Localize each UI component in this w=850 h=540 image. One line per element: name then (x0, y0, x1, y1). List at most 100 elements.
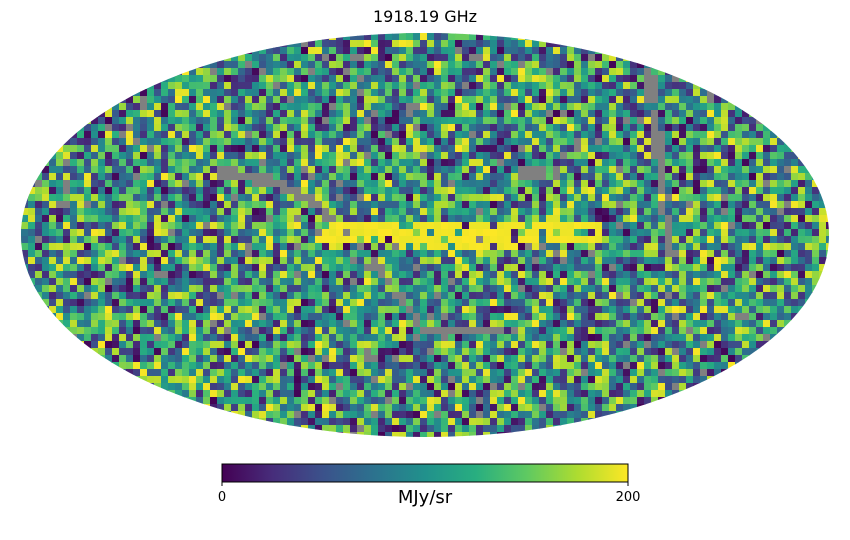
map-pixel (294, 215, 302, 223)
map-pixel (280, 47, 288, 55)
map-pixel (301, 264, 309, 272)
map-pixel (532, 264, 540, 272)
map-pixel (504, 138, 512, 146)
map-pixel (574, 187, 582, 195)
map-pixel (588, 75, 596, 83)
map-pixel (539, 257, 547, 265)
map-pixel (49, 320, 57, 328)
map-pixel (182, 152, 190, 160)
map-pixel (287, 320, 295, 328)
map-pixel (357, 138, 365, 146)
map-pixel (588, 208, 596, 216)
map-pixel (609, 292, 617, 300)
map-pixel (490, 201, 498, 209)
map-pixel (287, 201, 295, 209)
map-pixel (819, 208, 827, 216)
map-pixel (448, 362, 456, 370)
map-pixel (266, 222, 274, 230)
map-pixel (364, 138, 372, 146)
map-pixel (357, 208, 365, 216)
map-pixel (350, 355, 358, 363)
map-pixel (91, 250, 99, 258)
map-pixel (182, 243, 190, 251)
map-pixel (504, 313, 512, 321)
map-pixel (616, 131, 624, 139)
map-pixel (539, 138, 547, 146)
map-pixel (161, 278, 169, 286)
map-pixel (567, 180, 575, 188)
map-pixel (420, 110, 428, 118)
map-pixel (567, 208, 575, 216)
map-pixel (280, 341, 288, 349)
map-pixel (602, 145, 610, 153)
map-pixel (119, 271, 127, 279)
map-pixel (469, 47, 477, 55)
map-pixel (525, 124, 533, 132)
map-pixel (294, 159, 302, 167)
map-pixel (35, 313, 43, 321)
map-pixel (224, 348, 232, 356)
map-pixel (427, 236, 435, 244)
map-pixel (777, 285, 785, 293)
map-pixel (581, 306, 589, 314)
map-pixel (721, 264, 729, 272)
map-pixel (609, 285, 617, 293)
map-pixel (406, 54, 414, 62)
map-pixel (294, 40, 302, 48)
map-pixel (336, 313, 344, 321)
map-pixel (315, 306, 323, 314)
map-pixel (301, 236, 309, 244)
map-pixel (763, 145, 771, 153)
map-pixel (623, 173, 631, 181)
map-pixel (77, 166, 85, 174)
map-pixel (168, 341, 176, 349)
map-pixel (168, 236, 176, 244)
map-pixel (791, 166, 799, 174)
map-pixel (315, 257, 323, 265)
map-pixel (630, 201, 638, 209)
map-pixel (469, 33, 477, 34)
map-pixel (434, 348, 442, 356)
map-pixel (441, 33, 449, 34)
map-pixel (252, 313, 260, 321)
map-pixel (581, 222, 589, 230)
map-pixel (777, 201, 785, 209)
map-pixel (105, 271, 113, 279)
map-pixel (679, 292, 687, 300)
map-pixel (140, 110, 148, 118)
map-pixel (539, 201, 547, 209)
map-pixel (77, 180, 85, 188)
map-pixel (364, 180, 372, 188)
map-pixel (266, 40, 274, 48)
map-pixel (567, 348, 575, 356)
map-pixel (287, 187, 295, 195)
map-pixel (630, 250, 638, 258)
map-pixel (350, 369, 358, 377)
map-pixel (343, 341, 351, 349)
map-pixel (777, 250, 785, 258)
map-pixel (679, 250, 687, 258)
map-pixel (728, 96, 736, 104)
map-pixel (644, 306, 652, 314)
map-pixel (119, 124, 127, 132)
map-pixel (455, 236, 463, 244)
map-pixel (91, 173, 99, 181)
map-pixel (476, 110, 484, 118)
map-pixel (602, 257, 610, 265)
map-pixel (651, 208, 659, 216)
map-pixel (455, 201, 463, 209)
map-pixel (784, 271, 792, 279)
map-pixel (252, 173, 260, 181)
map-pixel (441, 327, 449, 335)
map-pixel (553, 33, 561, 41)
map-pixel (189, 236, 197, 244)
map-pixel (546, 187, 554, 195)
map-pixel (560, 152, 568, 160)
map-pixel (182, 208, 190, 216)
map-pixel (812, 257, 820, 265)
map-pixel (378, 320, 386, 328)
map-pixel (336, 138, 344, 146)
map-pixel (749, 362, 757, 370)
map-pixel (189, 145, 197, 153)
map-pixel (364, 369, 372, 377)
